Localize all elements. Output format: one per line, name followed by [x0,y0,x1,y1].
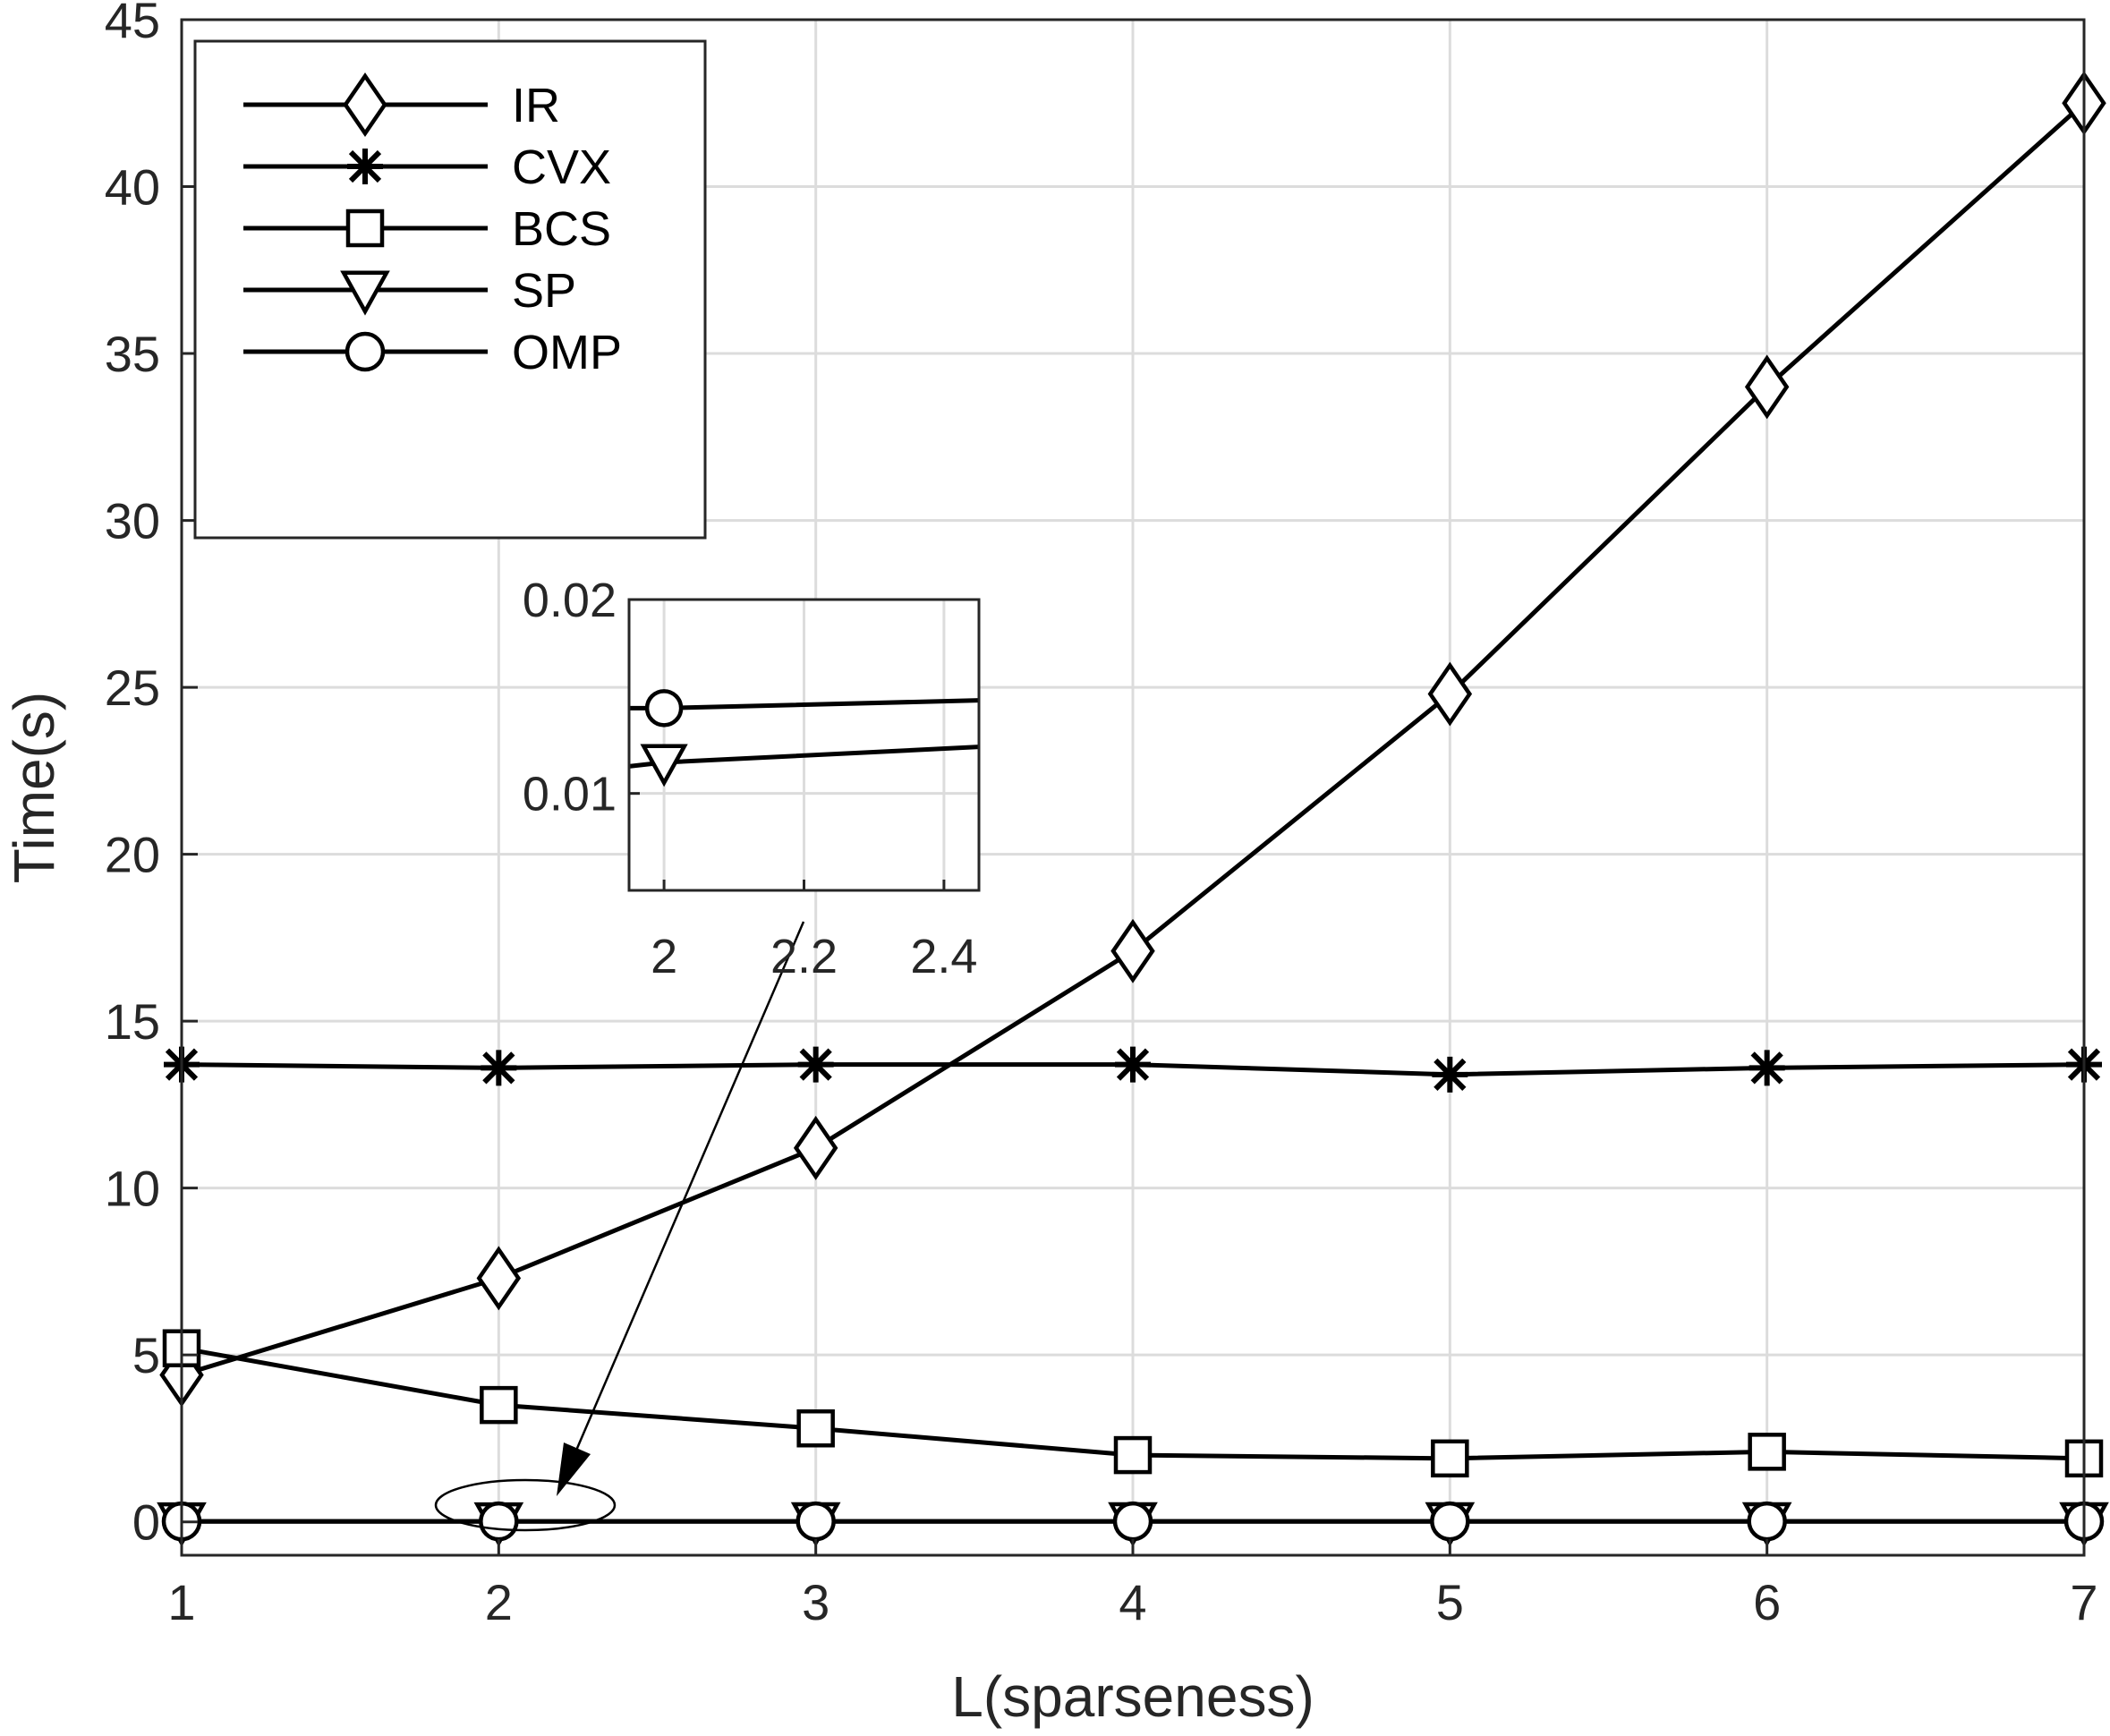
legend-label-cvx: CVX [512,140,611,194]
x-tick-label: 4 [1119,1574,1146,1630]
marker-bcs [796,1408,835,1448]
y-tick-label: 10 [105,1161,160,1217]
zoom-arrow-line [571,921,805,1459]
x-tick-label: 3 [802,1574,830,1630]
marker-ir [1744,354,1790,420]
marker-omp [1747,1501,1787,1542]
series-layer [157,71,2109,1547]
inset-marker-omp [644,689,684,728]
inset-y-tick-label: 0.02 [523,574,617,627]
y-tick-label: 45 [105,0,160,48]
marker-ir [1110,918,1155,983]
y-tick-label: 5 [132,1327,160,1383]
inset-x-tick-label: 2.2 [770,930,838,983]
x-axis-label: L(sparseness) [951,1664,1314,1729]
inset-x-tick-label: 2.4 [910,930,977,983]
marker-omp [479,1501,519,1542]
legend-label-ir: IR [512,79,560,132]
marker-bcs [480,1385,518,1425]
y-axis-label: Time(s) [2,692,66,883]
zoom-arrow-head [557,1442,591,1496]
y-tick-label: 0 [132,1494,160,1551]
marker-bcs [1748,1433,1786,1471]
zoom-ellipse [434,1478,617,1532]
marker-omp [1112,1501,1153,1542]
inset-x-tick-label: 2 [651,930,677,983]
marker-cvx [797,1046,834,1083]
y-tick-label: 40 [105,159,160,216]
y-tick-label: 35 [105,326,160,382]
legend-label-omp: OMP [512,326,622,379]
x-tick-label: 1 [167,1574,195,1630]
x-tick-label: 7 [2070,1574,2097,1630]
y-tick-label: 15 [105,993,160,1050]
x-tick-label: 2 [485,1574,513,1630]
legend-marker-sp [340,270,390,316]
legend-label-sp: SP [512,264,576,318]
marker-bcs [1113,1435,1153,1475]
legend-marker-cvx [347,149,383,184]
y-tick-label: 20 [105,827,160,883]
legend: IR CVX BCS SP OMP [193,39,707,540]
y-tick-label: 30 [105,493,160,549]
marker-omp [796,1501,836,1542]
marker-ir [1427,661,1473,727]
x-tick-label: 6 [1753,1574,1781,1630]
inset-y-tick-label: 0.01 [523,768,617,821]
inset-chart: 2 2.2 2.4 0.01 0.02 [523,574,981,983]
marker-bcs [1431,1439,1469,1478]
legend-marker-bcs [345,208,385,248]
inset-marker-sp [640,744,688,787]
legend-marker-ir [343,72,387,137]
marker-cvx [1115,1046,1151,1083]
marker-cvx [481,1050,517,1086]
marker-cvx [1748,1050,1785,1086]
marker-cvx [1432,1056,1468,1093]
legend-marker-omp [345,331,386,372]
marker-ir [476,1246,522,1311]
y-tick-label: 25 [105,660,160,716]
marker-ir [793,1115,838,1180]
marker-omp [1430,1501,1470,1542]
x-tick-label: 5 [1436,1574,1464,1630]
legend-label-bcs: BCS [512,202,611,256]
